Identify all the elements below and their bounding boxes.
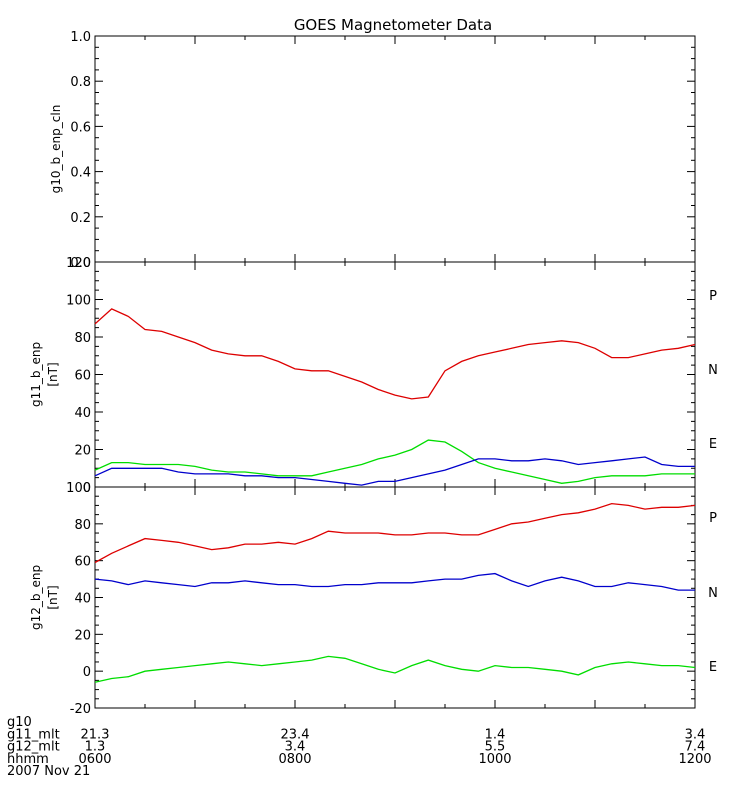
axis-row-label: g10 xyxy=(7,715,32,730)
y-tick-label: 60 xyxy=(74,369,91,384)
series-label-E: E xyxy=(709,660,717,675)
series-line-E xyxy=(94,456,695,486)
panel-frame xyxy=(94,261,696,488)
y-axis-units: [nT] xyxy=(46,585,60,609)
y-axis-label: g10_b_enp_cln xyxy=(49,105,63,194)
series-line-P xyxy=(94,308,696,400)
axis-row-value: 1.4 xyxy=(485,727,506,742)
y-tick-label: 80 xyxy=(74,518,91,533)
axis-row-label: 2007 Nov 21 xyxy=(7,764,90,779)
axis-row-value: 23.4 xyxy=(281,727,310,742)
y-tick-label: 40 xyxy=(74,592,91,607)
y-tick-label: 100 xyxy=(66,481,91,496)
panel-frame xyxy=(94,486,696,709)
y-tick-label: 0.2 xyxy=(70,211,91,226)
y-axis-label: g12_b_enp xyxy=(29,565,43,630)
y-tick-label: 0.8 xyxy=(70,75,91,90)
panel-2: 0 20 40 60 80 100 120 g11_b_enp [nT] P N E xyxy=(29,256,718,496)
axis-row-value: 3.4 xyxy=(285,740,306,755)
chart-title: GOES Magnetometer Data xyxy=(294,16,492,34)
y-tick-label: 100 xyxy=(66,294,91,309)
panel-3: -20 0 20 40 60 80 100 g12_b_enp [nT] P N E xyxy=(29,481,718,717)
series-line-E xyxy=(94,655,696,683)
y-tick-label: 80 xyxy=(74,331,91,346)
axis-row-label: g11_mlt xyxy=(7,727,60,742)
y-tick-label: 0.4 xyxy=(70,166,91,181)
series-label-N: N xyxy=(708,363,718,378)
y-axis-units: [nT] xyxy=(46,362,60,386)
axis-row-value: 0800 xyxy=(278,752,311,767)
axis-row-value: 0600 xyxy=(78,752,111,767)
series-line-N xyxy=(94,439,695,484)
y-axis-label: g11_b_enp xyxy=(29,342,43,407)
panel-1: 0.0 0.2 0.4 0.6 0.8 1.0 g10_b_enp_cln xyxy=(49,30,696,271)
series-label-N: N xyxy=(708,586,718,601)
y-tick-label: 120 xyxy=(66,256,91,271)
y-tick-label: 1.0 xyxy=(70,30,91,45)
y-tick-label: 60 xyxy=(74,555,91,570)
y-tick-label: 40 xyxy=(74,406,91,421)
axis-row-value: 1000 xyxy=(478,752,511,767)
series-line-N xyxy=(94,572,695,591)
y-tick-label: 20 xyxy=(74,628,91,643)
axis-row-label: hhmm xyxy=(7,752,49,767)
series-label-P: P xyxy=(709,289,717,304)
y-tick-label: 0.6 xyxy=(70,120,91,135)
axis-row-value: 1.3 xyxy=(85,740,106,755)
y-tick-label: 0 xyxy=(83,481,91,496)
series-label-P: P xyxy=(709,511,717,526)
axis-row-value: 3.4 xyxy=(685,727,706,742)
axis-row-value: 21.3 xyxy=(81,727,110,742)
axis-row-value: 5.5 xyxy=(485,740,506,755)
y-tick-label: 20 xyxy=(74,444,91,459)
axis-row-value: 7.4 xyxy=(685,740,706,755)
axis-row-label: g12_mlt xyxy=(7,740,60,755)
y-tick-label: 0.0 xyxy=(70,256,91,271)
panel-frame xyxy=(94,35,696,263)
y-tick-label: -20 xyxy=(70,702,91,717)
series-label-E: E xyxy=(709,437,717,452)
series-line-P xyxy=(94,502,696,564)
y-tick-label: 0 xyxy=(83,665,91,680)
axis-row-value: 1200 xyxy=(678,752,711,767)
